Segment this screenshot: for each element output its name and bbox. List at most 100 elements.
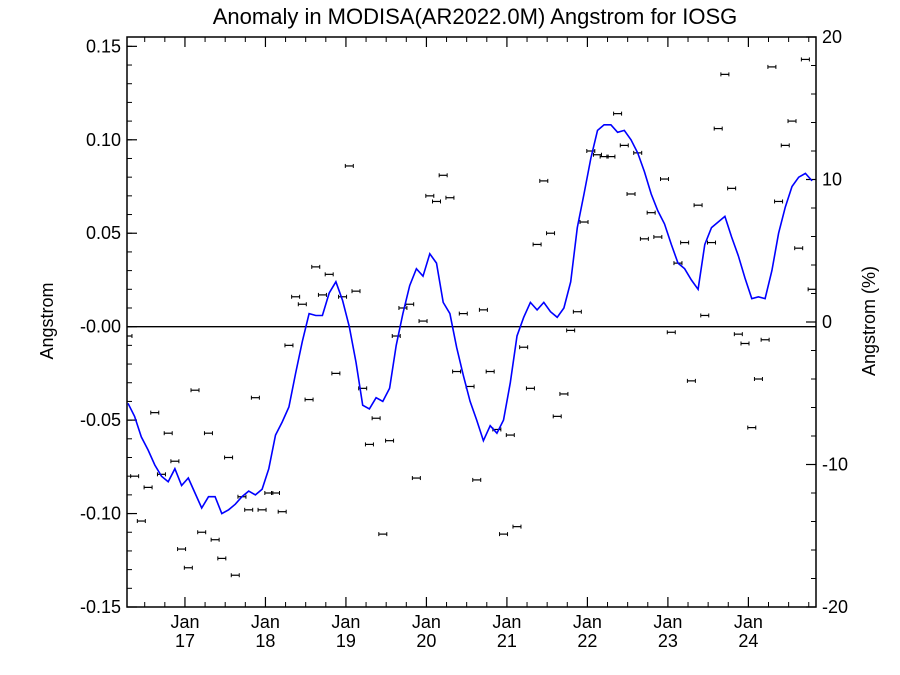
data-point	[546, 231, 556, 236]
y-right-tick-label: 10	[822, 170, 842, 190]
data-point	[371, 416, 381, 421]
data-point	[190, 388, 200, 393]
data-point	[525, 386, 535, 391]
x-tick-label-year: 20	[416, 631, 436, 651]
data-point	[203, 431, 213, 436]
y-tick-label: 0.10	[86, 130, 121, 150]
data-point	[291, 294, 301, 299]
x-tick-label-year: 18	[255, 631, 275, 651]
data-point	[297, 302, 307, 307]
data-point	[579, 220, 589, 225]
data-point	[713, 126, 723, 131]
right-y-axis-label: Angstrom (%)	[859, 266, 879, 376]
monthly-points	[127, 57, 816, 578]
x-tick-label-year: 21	[497, 631, 517, 651]
data-point	[666, 330, 676, 335]
x-tick-label-month: Jan	[653, 612, 682, 632]
data-point	[532, 242, 542, 247]
data-point	[183, 565, 193, 570]
x-tick-label-month: Jan	[170, 612, 199, 632]
data-point	[317, 292, 327, 297]
data-point	[472, 477, 482, 482]
data-point	[485, 369, 495, 374]
y-tick-label: -0.05	[80, 410, 121, 430]
data-point	[210, 537, 220, 542]
data-point	[753, 377, 763, 381]
data-point	[800, 57, 810, 62]
data-point	[257, 507, 267, 512]
data-point	[445, 195, 455, 200]
data-point	[626, 191, 636, 196]
data-point	[794, 246, 804, 251]
plot-border	[126, 36, 817, 608]
data-point	[418, 319, 428, 324]
x-tick-label-year: 23	[658, 631, 678, 651]
y-tick-label: 0.15	[86, 36, 121, 56]
data-point	[150, 410, 160, 415]
data-point	[284, 343, 294, 348]
data-point	[170, 459, 180, 464]
x-tick-label-month: Jan	[734, 612, 763, 632]
data-point	[405, 302, 415, 307]
data-point	[136, 519, 146, 524]
left-y-axis-label: Angstrom	[37, 282, 57, 359]
x-tick-label-month: Jan	[251, 612, 280, 632]
y-right-tick-label: 20	[822, 27, 842, 47]
data-point	[338, 294, 348, 299]
data-point	[304, 397, 314, 402]
running-mean-line	[127, 124, 813, 515]
x-tick-label-month: Jan	[492, 612, 521, 632]
data-point	[619, 143, 629, 148]
data-point	[478, 307, 488, 312]
data-point	[244, 507, 254, 512]
data-point	[230, 573, 240, 578]
chart-title: Anomaly in MODISA(AR2022.0M) Angstrom fo…	[213, 4, 738, 29]
data-point	[344, 163, 354, 168]
right-y-axis: 20 10 0 -10 -20	[806, 27, 848, 617]
data-point	[505, 433, 515, 438]
x-tick-label-month: Jan	[573, 612, 602, 632]
y-tick-label: -0.10	[80, 504, 121, 524]
data-point	[452, 369, 462, 374]
data-point	[707, 240, 717, 245]
x-tick-label-year: 24	[738, 631, 758, 651]
data-point	[425, 193, 435, 198]
data-point	[438, 173, 448, 178]
data-point	[646, 210, 656, 215]
plot-frame	[126, 36, 817, 608]
data-point	[686, 378, 696, 383]
data-point	[398, 305, 408, 310]
data-point	[559, 391, 569, 396]
data-marks	[127, 57, 816, 578]
data-point	[499, 532, 509, 537]
data-point	[767, 64, 777, 69]
data-point	[660, 177, 670, 182]
y-tick-label: -0.15	[80, 597, 121, 617]
data-point	[351, 289, 361, 294]
data-point	[378, 532, 388, 537]
data-point	[807, 287, 816, 292]
data-point	[156, 472, 166, 477]
y-tick-label: -0.00	[80, 317, 121, 337]
data-point	[613, 111, 623, 116]
data-point	[250, 395, 260, 400]
data-point	[311, 264, 321, 269]
data-point	[163, 431, 173, 436]
data-point	[364, 442, 374, 447]
data-point	[552, 414, 562, 419]
data-point	[760, 337, 770, 342]
left-y-axis: 0.15 0.10 0.05 -0.00 -0.05 -0.10 -0.15	[80, 36, 137, 617]
data-point	[586, 149, 596, 153]
data-point	[639, 236, 649, 241]
data-point	[747, 425, 757, 430]
data-point	[217, 556, 227, 561]
x-tick-label-month: Jan	[412, 612, 441, 632]
data-point	[458, 311, 468, 316]
data-point	[385, 438, 395, 443]
data-point	[572, 309, 582, 314]
data-point	[324, 272, 334, 277]
data-point	[431, 199, 441, 204]
x-tick-label-year: 17	[175, 631, 195, 651]
